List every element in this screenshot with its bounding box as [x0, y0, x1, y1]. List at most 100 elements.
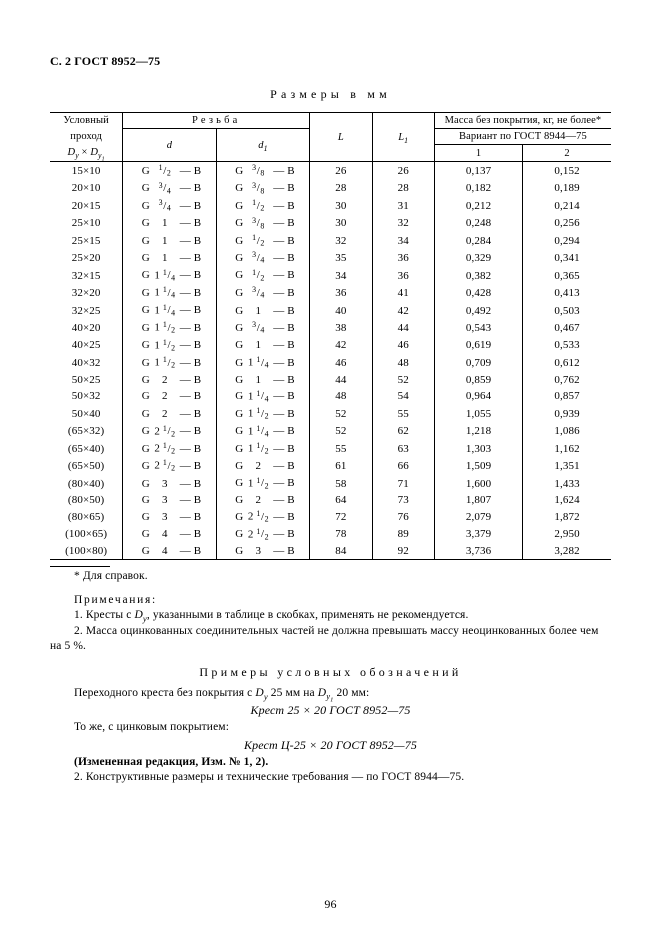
cell-d: G 3 — В [123, 492, 217, 508]
cell-id: (65×32) [50, 423, 123, 440]
cell-L1: 41 [372, 284, 434, 301]
cell-d1: G 3/4 — В [216, 319, 310, 336]
cell-L1: 26 [372, 162, 434, 180]
th-d: d [123, 129, 217, 162]
cell-id: 20×10 [50, 180, 123, 197]
cell-id: 50×40 [50, 405, 123, 422]
cell-id: (65×50) [50, 457, 123, 474]
cell-d: G 1 1/2 — В [123, 319, 217, 336]
cell-m1: 1,600 [434, 475, 522, 492]
cell-id: 50×32 [50, 388, 123, 405]
cell-m2: 0,189 [523, 180, 611, 197]
table-row: 40×32G 1 1/2 — ВG 1 1/4 — В46480,7090,61… [50, 354, 611, 371]
table-row: (65×40)G 2 1/2 — ВG 1 1/2 — В55631,3031,… [50, 440, 611, 457]
cell-m2: 1,086 [523, 423, 611, 440]
cell-d1: G 2 1/2 — В [216, 526, 310, 543]
cell-d: G 3 — В [123, 475, 217, 492]
cell-m2: 0,503 [523, 302, 611, 319]
cell-id: 40×25 [50, 337, 123, 354]
table-row: 50×40G 2 — ВG 1 1/2 — В52551,0550,939 [50, 405, 611, 422]
cell-L1: 44 [372, 319, 434, 336]
page-header: С. 2 ГОСТ 8952—75 [50, 54, 611, 69]
cell-L1: 89 [372, 526, 434, 543]
cell-m2: 2,950 [523, 526, 611, 543]
cell-d: G 4 — В [123, 543, 217, 560]
cell-m2: 0,939 [523, 405, 611, 422]
cell-d1: G 1 1/4 — В [216, 388, 310, 405]
cell-L: 58 [310, 475, 372, 492]
note-1: 1. Кресты с Dy, указанными в таблице в с… [50, 608, 611, 624]
cell-m2: 0,612 [523, 354, 611, 371]
cell-d1: G 2 1/2 — В [216, 508, 310, 525]
cell-m2: 0,762 [523, 372, 611, 388]
cell-d1: G 1 — В [216, 302, 310, 319]
cell-L1: 62 [372, 423, 434, 440]
cell-d1: G 1 — В [216, 337, 310, 354]
th-id-formula: Dy × Dy1 [50, 145, 123, 162]
cell-m1: 0,284 [434, 232, 522, 249]
th-v2: 2 [523, 145, 611, 162]
table-row: 50×32G 2 — ВG 1 1/4 — В48540,9640,857 [50, 388, 611, 405]
cell-d1: G 1 1/4 — В [216, 423, 310, 440]
cell-d: G 2 — В [123, 372, 217, 388]
cell-L: 44 [310, 372, 372, 388]
cell-L: 35 [310, 249, 372, 266]
cell-d: G 2 — В [123, 405, 217, 422]
cell-id: 25×20 [50, 249, 123, 266]
cell-m1: 0,182 [434, 180, 522, 197]
cell-m2: 0,857 [523, 388, 611, 405]
cell-d1: G 3 — В [216, 543, 310, 560]
cell-L1: 34 [372, 232, 434, 249]
cell-d1: G 3/8 — В [216, 180, 310, 197]
th-L1: L1 [372, 113, 434, 162]
cell-L1: 28 [372, 180, 434, 197]
cell-m2: 0,214 [523, 197, 611, 214]
cell-m2: 0,413 [523, 284, 611, 301]
th-id-2: проход [50, 129, 123, 145]
cell-m1: 1,055 [434, 405, 522, 422]
table-row: (80×40)G 3 — ВG 1 1/2 — В58711,6001,433 [50, 475, 611, 492]
cell-L: 40 [310, 302, 372, 319]
table-row: 25×10G 1 — ВG 3/8 — В30320,2480,256 [50, 215, 611, 232]
cell-L: 30 [310, 215, 372, 232]
cell-L1: 48 [372, 354, 434, 371]
cell-d1: G 3/4 — В [216, 284, 310, 301]
table-row: 32×25G 1 1/4 — ВG 1 — В40420,4920,503 [50, 302, 611, 319]
footnote-star: * Для справок. [50, 569, 611, 585]
cell-d1: G 1 1/4 — В [216, 354, 310, 371]
cell-d1: G 3/8 — В [216, 162, 310, 180]
cell-m1: 3,379 [434, 526, 522, 543]
footnote-rule [50, 566, 110, 567]
cell-L: 38 [310, 319, 372, 336]
cell-L: 34 [310, 267, 372, 284]
cell-d: G 1 — В [123, 249, 217, 266]
th-L: L [310, 113, 372, 162]
table-row: (100×65)G 4 — ВG 2 1/2 — В78893,3792,950 [50, 526, 611, 543]
cell-id: 40×20 [50, 319, 123, 336]
cell-L: 46 [310, 354, 372, 371]
cell-d: G 2 1/2 — В [123, 440, 217, 457]
cell-L: 61 [310, 457, 372, 474]
cell-L: 52 [310, 405, 372, 422]
cell-m2: 1,872 [523, 508, 611, 525]
cell-d1: G 3/4 — В [216, 249, 310, 266]
cell-id: (65×40) [50, 440, 123, 457]
cell-d1: G 1 1/2 — В [216, 405, 310, 422]
cell-L1: 31 [372, 197, 434, 214]
cell-L1: 52 [372, 372, 434, 388]
cell-d: G 3/4 — В [123, 180, 217, 197]
th-v1: 1 [434, 145, 522, 162]
cell-d: G 1 — В [123, 232, 217, 249]
cell-d: G 3/4 — В [123, 197, 217, 214]
note-2: 2. Масса оцинкованных соединительных час… [50, 624, 611, 655]
cell-m1: 0,543 [434, 319, 522, 336]
cell-id: 20×15 [50, 197, 123, 214]
table-row: (80×65)G 3 — ВG 2 1/2 — В72762,0791,872 [50, 508, 611, 525]
table-row: 25×20G 1 — ВG 3/4 — В35360,3290,341 [50, 249, 611, 266]
table-row: 20×15G 3/4 — ВG 1/2 — В30310,2120,214 [50, 197, 611, 214]
cell-id: 50×25 [50, 372, 123, 388]
cell-d1: G 1/2 — В [216, 267, 310, 284]
cell-m2: 0,341 [523, 249, 611, 266]
cell-L: 48 [310, 388, 372, 405]
caption-mm: Размеры в мм [50, 87, 611, 102]
